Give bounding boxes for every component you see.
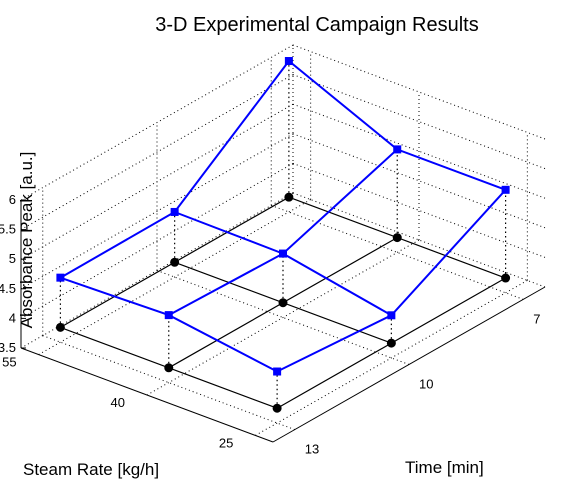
floor-marker	[284, 192, 294, 202]
grid-line	[38, 199, 311, 356]
grid-line	[156, 270, 410, 365]
grid-line	[146, 239, 420, 396]
grid-line	[20, 192, 294, 349]
floor-marker	[386, 338, 396, 348]
data-marker	[387, 311, 396, 320]
z-tick-label: 6	[9, 192, 16, 207]
z-tick-label: 5	[9, 251, 16, 266]
data-marker	[56, 273, 65, 282]
floor-marker	[170, 257, 180, 267]
grid-line	[292, 192, 546, 288]
series-line	[288, 60, 506, 191]
data-marker	[501, 185, 510, 194]
y-axis-label: Steam Rate [kg/h]	[23, 460, 159, 479]
x-tick-label: 10	[419, 377, 433, 392]
data-marker	[170, 207, 179, 216]
x-tick-label: 13	[305, 442, 319, 457]
z-tick-label: 4	[9, 310, 16, 325]
grid-line	[292, 162, 546, 258]
data-marker	[393, 145, 402, 154]
grid-line	[42, 335, 295, 431]
floor-marker	[501, 273, 511, 283]
grid-line	[20, 44, 294, 201]
y-tick-label: 55	[2, 355, 16, 370]
floor-marker	[278, 298, 288, 308]
z-tick-label: 4.5	[0, 281, 16, 296]
floor-marker	[392, 233, 402, 243]
data-marker	[273, 367, 282, 376]
series-lines	[59, 60, 507, 373]
y-tick-label: 25	[219, 435, 233, 450]
z-tick-label: 3.5	[0, 340, 16, 355]
z-axis-label: Absorbance Peak [a.u.]	[17, 152, 36, 329]
grid-line	[292, 103, 546, 199]
grid-line	[20, 74, 294, 231]
grid-line	[20, 103, 294, 260]
data-marker	[284, 57, 293, 66]
x-axis-line	[272, 286, 546, 443]
grid-line	[292, 74, 546, 170]
x-tick-label: 7	[533, 311, 540, 326]
grid-line	[20, 162, 294, 319]
data-marker	[279, 249, 287, 258]
axis-box	[20, 200, 546, 443]
ticks: 3.5 4 4.5 5 5.5 6 25 40 55 7 10 13	[0, 192, 540, 457]
grid-line	[255, 279, 528, 436]
grid-line	[20, 133, 294, 290]
grid-line	[292, 133, 546, 229]
floor-marker	[55, 322, 65, 332]
markers	[55, 57, 511, 413]
floor-marker	[272, 403, 282, 413]
data-marker	[164, 311, 173, 320]
y-tick-label: 40	[111, 395, 125, 410]
grid	[20, 44, 546, 436]
drop-stems	[59, 61, 507, 409]
y-axis-line	[20, 347, 274, 443]
chart-title: 3-D Experimental Campaign Results	[155, 14, 478, 36]
floor-marker	[164, 363, 174, 373]
grid-line	[271, 204, 524, 300]
series-line	[59, 60, 290, 279]
z-tick-label: 5.5	[0, 222, 16, 237]
grid-line	[292, 44, 546, 140]
x-axis-label: Time [min]	[405, 458, 484, 477]
